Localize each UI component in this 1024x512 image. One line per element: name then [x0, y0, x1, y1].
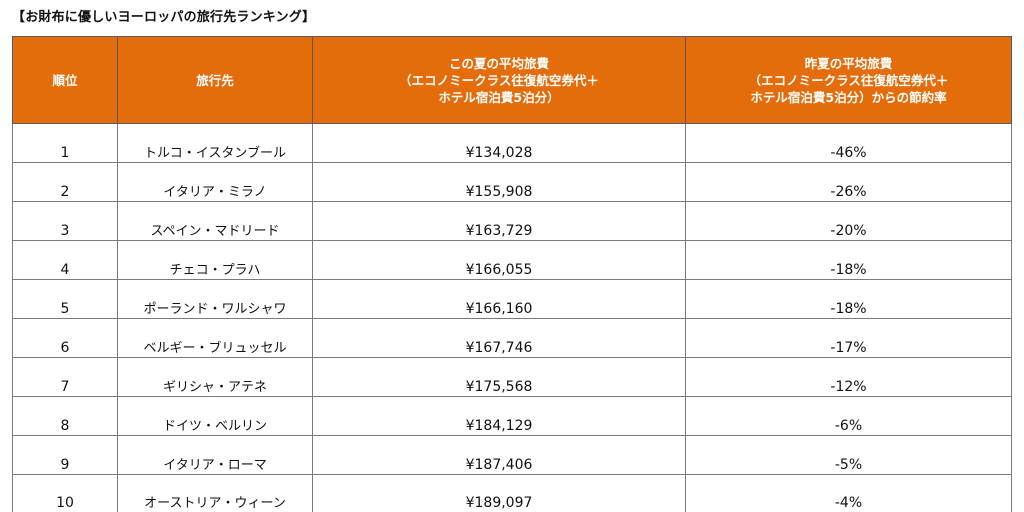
rank-cell: 1: [13, 124, 118, 163]
table-row: 10 オーストリア・ウィーン ¥189,097 -4%: [13, 475, 1012, 512]
ranking-table: 順位 旅行先 この夏の平均旅費 （エコノミークラス往復航空券代＋ ホテル宿泊費5…: [12, 36, 1012, 512]
destination-cell: チェコ・プラハ: [118, 241, 313, 280]
table-row: 9 イタリア・ローマ ¥187,406 -5%: [13, 436, 1012, 475]
destination-cell: ギリシャ・アテネ: [118, 358, 313, 397]
table-row: 6 ベルギー・ブリュッセル ¥167,746 -17%: [13, 319, 1012, 358]
page-title: 【お財布に優しいヨーロッパの旅行先ランキング】: [12, 6, 315, 25]
cost-cell: ¥175,568: [313, 358, 686, 397]
destination-cell: オーストリア・ウィーン: [118, 475, 313, 512]
header-average-cost: この夏の平均旅費 （エコノミークラス往復航空券代＋ ホテル宿泊費5泊分）: [313, 37, 686, 124]
cost-cell: ¥166,055: [313, 241, 686, 280]
saving-cell: -20%: [686, 202, 1012, 241]
destination-cell: ベルギー・ブリュッセル: [118, 319, 313, 358]
cost-cell: ¥155,908: [313, 163, 686, 202]
cost-cell: ¥184,129: [313, 397, 686, 436]
cost-cell: ¥166,160: [313, 280, 686, 319]
destination-cell: ポーランド・ワルシャワ: [118, 280, 313, 319]
table-row: 1 トルコ・イスタンブール ¥134,028 -46%: [13, 124, 1012, 163]
cost-cell: ¥167,746: [313, 319, 686, 358]
destination-cell: イタリア・ミラノ: [118, 163, 313, 202]
destination-cell: イタリア・ローマ: [118, 436, 313, 475]
rank-cell: 2: [13, 163, 118, 202]
saving-cell: -4%: [686, 475, 1012, 512]
table-row: 3 スペイン・マドリード ¥163,729 -20%: [13, 202, 1012, 241]
table-row: 7 ギリシャ・アテネ ¥175,568 -12%: [13, 358, 1012, 397]
destination-cell: ドイツ・ベルリン: [118, 397, 313, 436]
table-row: 8 ドイツ・ベルリン ¥184,129 -6%: [13, 397, 1012, 436]
cost-cell: ¥163,729: [313, 202, 686, 241]
table-header-row: 順位 旅行先 この夏の平均旅費 （エコノミークラス往復航空券代＋ ホテル宿泊費5…: [13, 37, 1012, 124]
saving-cell: -6%: [686, 397, 1012, 436]
rank-cell: 7: [13, 358, 118, 397]
destination-cell: スペイン・マドリード: [118, 202, 313, 241]
rank-cell: 8: [13, 397, 118, 436]
rank-cell: 10: [13, 475, 118, 512]
table-row: 5 ポーランド・ワルシャワ ¥166,160 -18%: [13, 280, 1012, 319]
cost-cell: ¥189,097: [313, 475, 686, 512]
rank-cell: 3: [13, 202, 118, 241]
rank-cell: 4: [13, 241, 118, 280]
cost-cell: ¥187,406: [313, 436, 686, 475]
table-row: 2 イタリア・ミラノ ¥155,908 -26%: [13, 163, 1012, 202]
saving-cell: -18%: [686, 241, 1012, 280]
header-rank: 順位: [13, 37, 118, 124]
saving-cell: -17%: [686, 319, 1012, 358]
header-saving-rate: 昨夏の平均旅費 （エコノミークラス往復航空券代＋ ホテル宿泊費5泊分）からの節約…: [686, 37, 1012, 124]
saving-cell: -5%: [686, 436, 1012, 475]
saving-cell: -46%: [686, 124, 1012, 163]
saving-cell: -12%: [686, 358, 1012, 397]
header-destination: 旅行先: [118, 37, 313, 124]
rank-cell: 5: [13, 280, 118, 319]
rank-cell: 9: [13, 436, 118, 475]
rank-cell: 6: [13, 319, 118, 358]
saving-cell: -18%: [686, 280, 1012, 319]
saving-cell: -26%: [686, 163, 1012, 202]
cost-cell: ¥134,028: [313, 124, 686, 163]
table-row: 4 チェコ・プラハ ¥166,055 -18%: [13, 241, 1012, 280]
destination-cell: トルコ・イスタンブール: [118, 124, 313, 163]
